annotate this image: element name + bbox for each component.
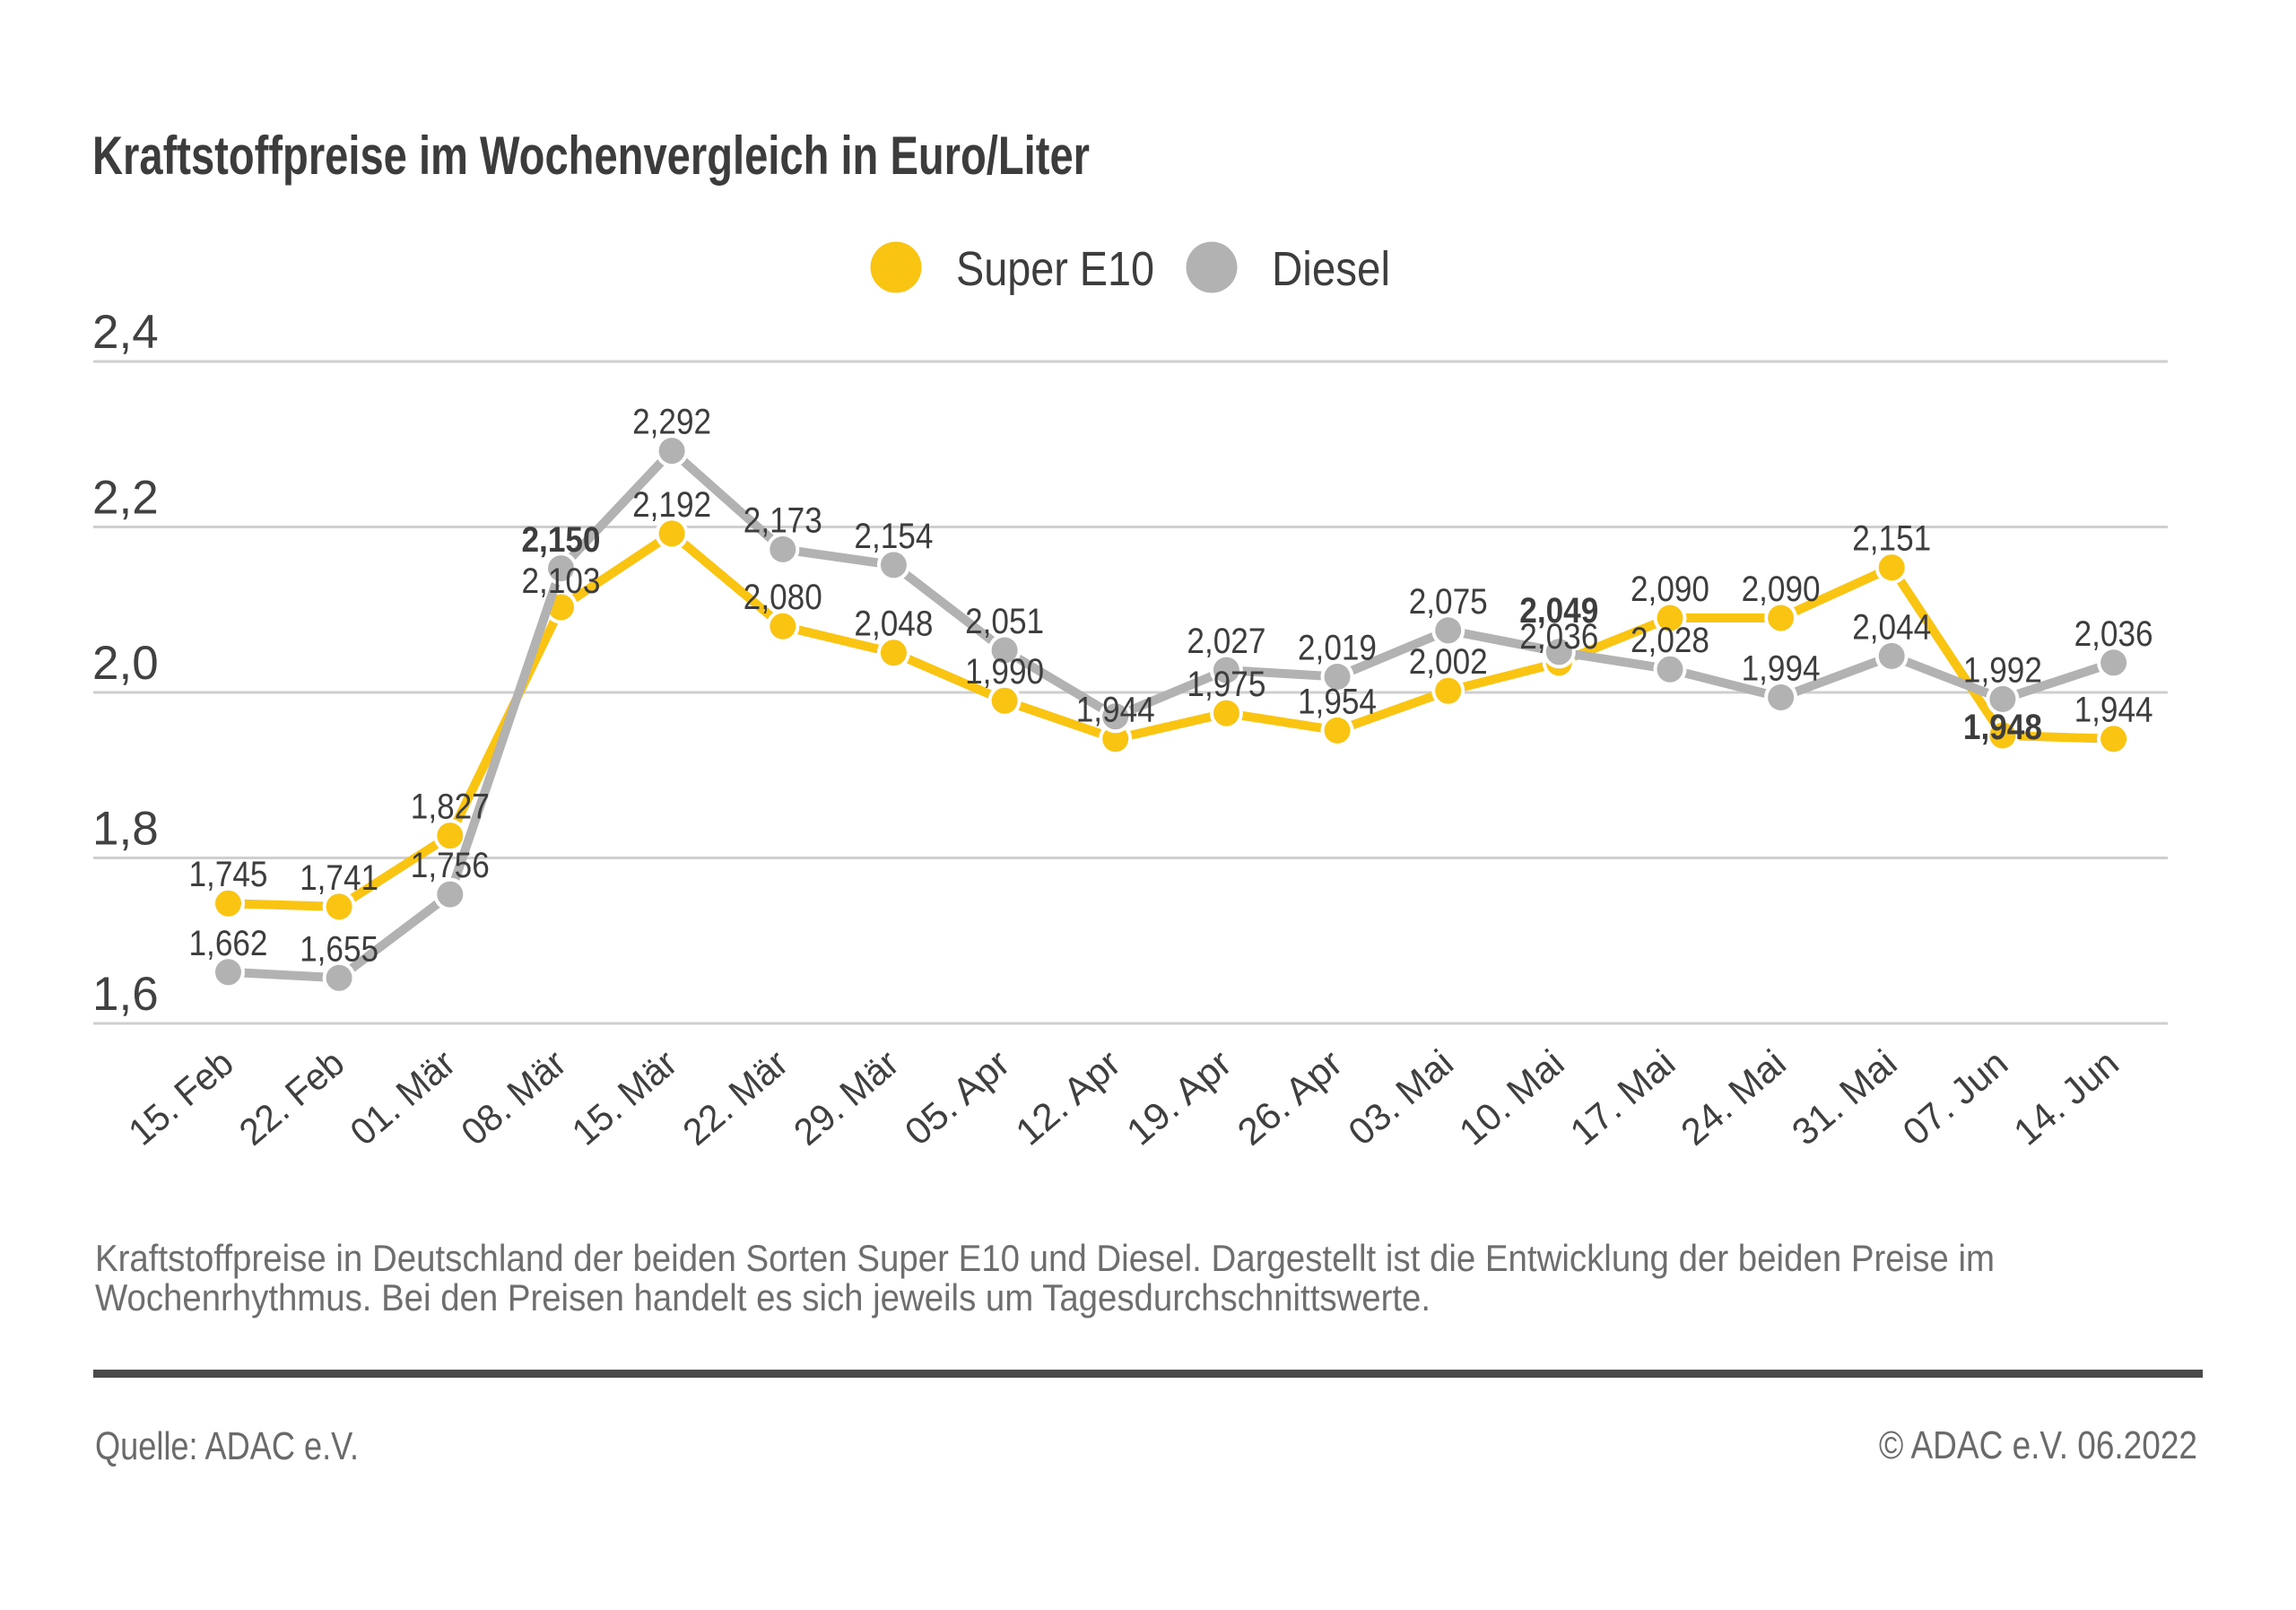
svg-text:Super E10: Super E10 [956, 242, 1154, 296]
svg-text:Kraftstoffpreise in Deutschlan: Kraftstoffpreise in Deutschland der beid… [95, 1237, 1995, 1279]
svg-text:2,051: 2,051 [965, 602, 1044, 641]
svg-text:1,954: 1,954 [1298, 682, 1377, 721]
svg-text:2,048: 2,048 [854, 605, 933, 644]
svg-text:2,154: 2,154 [854, 517, 933, 556]
svg-text:1,662: 1,662 [189, 924, 268, 963]
svg-text:2,192: 2,192 [632, 485, 711, 525]
svg-text:© ADAC e.V. 06.2022: © ADAC e.V. 06.2022 [1879, 1423, 2197, 1467]
svg-text:2,090: 2,090 [1631, 570, 1709, 609]
svg-text:1,975: 1,975 [1187, 665, 1265, 704]
svg-text:2,103: 2,103 [522, 561, 601, 601]
svg-text:1,948: 1,948 [1963, 708, 2042, 747]
svg-text:1,6: 1,6 [92, 968, 159, 1021]
svg-text:1,827: 1,827 [411, 788, 490, 827]
svg-text:Diesel: Diesel [1272, 242, 1390, 296]
svg-text:1,756: 1,756 [411, 846, 490, 885]
svg-text:2,002: 2,002 [1409, 642, 1488, 682]
svg-text:2,049: 2,049 [1519, 591, 1598, 631]
svg-text:2,150: 2,150 [522, 520, 601, 560]
svg-text:2,036: 2,036 [2074, 614, 2153, 654]
svg-text:1,994: 1,994 [1742, 649, 1821, 689]
svg-text:1,655: 1,655 [300, 929, 378, 969]
svg-text:2,080: 2,080 [744, 578, 822, 617]
svg-text:Quelle: ADAC e.V.: Quelle: ADAC e.V. [95, 1424, 359, 1468]
svg-text:Wochenrhythmus. Bei den Preise: Wochenrhythmus. Bei den Preisen handelt … [95, 1276, 1431, 1318]
svg-text:Kraftstoffpreise im Wochenverg: Kraftstoffpreise im Wochenvergleich in E… [92, 126, 1090, 186]
svg-text:2,4: 2,4 [92, 306, 159, 359]
svg-text:1,745: 1,745 [189, 855, 268, 894]
svg-text:2,173: 2,173 [744, 500, 822, 540]
svg-text:2,019: 2,019 [1298, 629, 1377, 668]
svg-text:1,8: 1,8 [92, 803, 159, 856]
svg-text:2,036: 2,036 [1519, 617, 1598, 657]
svg-text:1,992: 1,992 [1963, 650, 2042, 690]
svg-text:2,292: 2,292 [632, 403, 711, 442]
svg-text:2,2: 2,2 [92, 472, 159, 525]
svg-text:2,027: 2,027 [1187, 622, 1265, 661]
svg-text:1,944: 1,944 [1076, 691, 1155, 730]
svg-text:2,151: 2,151 [1852, 519, 1931, 559]
svg-text:2,090: 2,090 [1742, 570, 1821, 609]
svg-text:1,741: 1,741 [300, 858, 378, 898]
svg-text:2,075: 2,075 [1409, 582, 1488, 622]
svg-text:1,944: 1,944 [2074, 691, 2153, 730]
svg-text:2,028: 2,028 [1631, 621, 1709, 660]
svg-text:2,044: 2,044 [1852, 607, 1931, 647]
svg-text:2,0: 2,0 [92, 637, 159, 690]
svg-text:1,990: 1,990 [965, 652, 1044, 692]
